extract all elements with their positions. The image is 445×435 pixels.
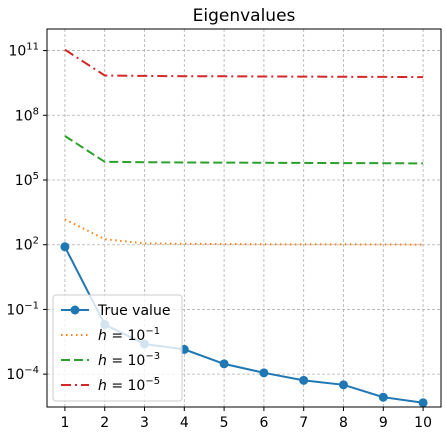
x-tick-label: 2 (100, 415, 109, 431)
legend-label: h = 10−1 (98, 326, 160, 344)
legend-label: h = 10−5 (98, 376, 160, 394)
y-tick-label: 108 (15, 106, 39, 124)
y-tick-label: 102 (15, 236, 39, 254)
x-tick-label: 4 (180, 415, 189, 431)
legend-label: True value (97, 303, 170, 319)
y-axis: 10−4 10−1 102 105 108 1011 (6, 42, 47, 383)
legend: True value h = 10−1 h = 10−3 h = 10−5 (52, 294, 183, 402)
data-point (219, 359, 229, 369)
data-point (299, 375, 309, 385)
x-tick-label: 10 (414, 415, 432, 431)
series-line (64, 218, 424, 246)
x-tick-label: 7 (299, 415, 308, 431)
legend-marker (70, 305, 80, 315)
y-tick-label: 10−4 (6, 365, 39, 383)
x-tick-label: 8 (339, 415, 348, 431)
data-point (418, 398, 428, 408)
x-tick-label: 3 (140, 415, 149, 431)
x-tick-label: 5 (220, 415, 229, 431)
y-tick-label: 10−1 (6, 300, 39, 318)
data-point (259, 368, 269, 378)
x-axis: 1 2 3 4 5 6 7 8 9 10 (60, 407, 432, 431)
x-tick-label: 1 (60, 415, 69, 431)
plot-frame (46, 28, 442, 408)
legend-box (52, 294, 183, 402)
data-point (338, 380, 348, 390)
series-line (64, 48, 424, 79)
x-tick-label: 6 (259, 415, 268, 431)
data-point (378, 392, 388, 402)
legend-label: h = 10−3 (98, 351, 160, 369)
data-point (60, 242, 70, 252)
x-tick-label: 9 (379, 415, 388, 431)
y-tick-label: 1011 (8, 42, 39, 60)
chart-title: Eigenvalues (193, 6, 296, 26)
y-tick-label: 105 (15, 171, 39, 189)
series-line (64, 135, 424, 165)
